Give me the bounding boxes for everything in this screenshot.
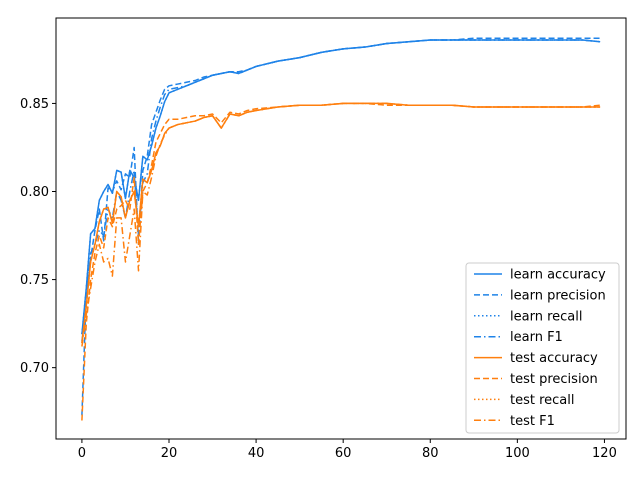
y-tick-label: 0.75 (20, 273, 49, 288)
x-tick-label: 20 (161, 446, 178, 461)
plot-lines (81, 37, 601, 421)
legend-label: test precision (510, 372, 598, 387)
legend-label: learn F1 (510, 330, 563, 345)
x-tick-label: 0 (78, 446, 86, 461)
series-line-test-recall (81, 102, 601, 344)
legend-label: learn precision (510, 288, 606, 303)
x-tick-label: 40 (248, 446, 265, 461)
y-axis: 0.70 0.75 0.80 0.85 (20, 97, 56, 376)
x-tick-label: 120 (592, 446, 617, 461)
y-tick-label: 0.85 (20, 97, 49, 112)
series-line-test-f1 (81, 102, 601, 347)
legend-label: test accuracy (510, 351, 598, 366)
x-tick-label: 80 (422, 446, 439, 461)
x-tick-label: 60 (335, 446, 352, 461)
axes-frame (55, 17, 627, 440)
legend-label: test recall (510, 393, 575, 408)
x-axis: 0 20 40 60 80 100 120 (78, 439, 617, 461)
legend-label: test F1 (510, 414, 555, 429)
series-line-learn-precision (81, 37, 601, 416)
y-tick-label: 0.80 (20, 185, 49, 200)
y-tick-label: 0.70 (20, 361, 49, 376)
legend-label: learn accuracy (510, 268, 606, 283)
legend-box (465, 262, 620, 434)
x-tick-label: 100 (505, 446, 530, 461)
legend-label: learn recall (510, 309, 582, 324)
legend: learn accuracy learn precision learn recal… (465, 262, 620, 434)
